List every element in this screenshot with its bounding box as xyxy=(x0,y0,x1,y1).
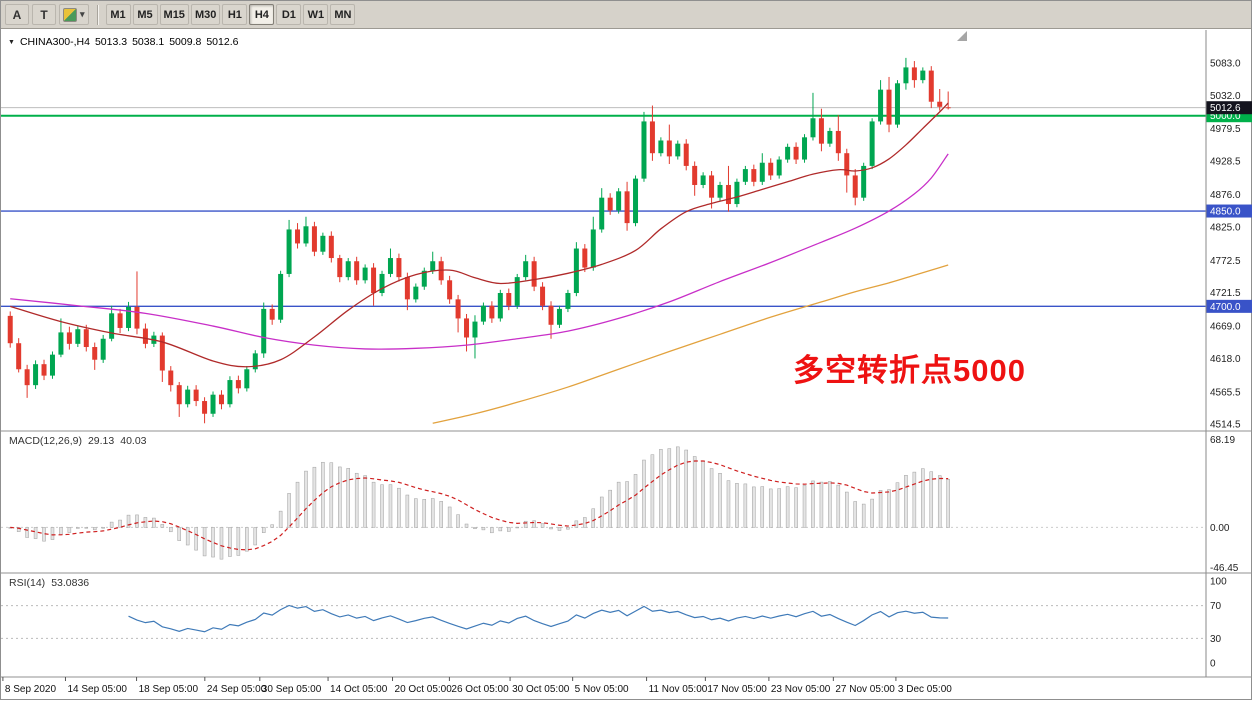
svg-text:4772.5: 4772.5 xyxy=(1210,256,1241,267)
ma-fast-line[interactable] xyxy=(10,103,948,367)
svg-text:70: 70 xyxy=(1210,601,1222,612)
svg-text:30: 30 xyxy=(1210,634,1222,645)
symbol-name: CHINA300-,H4 xyxy=(20,36,90,48)
timeframe-button-d1[interactable]: D1 xyxy=(276,4,301,25)
macd-panel-label: MACD(12,26,9) 29.13 40.03 xyxy=(9,435,147,447)
ohlc-close: 5012.6 xyxy=(206,36,238,48)
macd-signal-value: 40.03 xyxy=(120,435,146,447)
chevron-down-icon: ▾ xyxy=(80,9,85,20)
svg-text:4700.0: 4700.0 xyxy=(1210,302,1241,313)
price-tag-4850.0[interactable]: 4850.0 xyxy=(1207,205,1252,218)
macd-value: 29.13 xyxy=(88,435,114,447)
macd-name: MACD(12,26,9) xyxy=(9,435,82,447)
timeframe-button-m1[interactable]: M1 xyxy=(106,4,131,25)
svg-text:4721.5: 4721.5 xyxy=(1210,288,1241,299)
symbol-expand-icon: ▼ xyxy=(8,39,15,46)
arrow-tool-button[interactable]: A xyxy=(5,4,29,25)
svg-text:4669.0: 4669.0 xyxy=(1210,322,1241,333)
timeframe-button-m15[interactable]: M15 xyxy=(160,4,189,25)
macd-histogram xyxy=(9,447,950,559)
bid-price-tag: 5012.6 xyxy=(1207,101,1252,114)
chart-annotation-text[interactable]: 多空转折点5000 xyxy=(793,345,1026,390)
svg-text:11 Nov 05:00: 11 Nov 05:00 xyxy=(649,684,708,695)
paintbrush-icon xyxy=(63,8,77,22)
svg-text:0: 0 xyxy=(1210,659,1216,670)
svg-text:30 Sep 05:00: 30 Sep 05:00 xyxy=(262,684,322,695)
timeframe-button-w1[interactable]: W1 xyxy=(303,4,328,25)
macd-signal-line xyxy=(10,461,948,550)
svg-text:4514.5: 4514.5 xyxy=(1210,420,1241,431)
svg-text:4876.0: 4876.0 xyxy=(1210,190,1241,201)
svg-text:4979.5: 4979.5 xyxy=(1210,124,1241,135)
timeframe-button-m5[interactable]: M5 xyxy=(133,4,158,25)
svg-text:14 Oct 05:00: 14 Oct 05:00 xyxy=(330,684,388,695)
svg-text:18 Sep 05:00: 18 Sep 05:00 xyxy=(139,684,199,695)
macd-axis[interactable]: 68.19 0.00 -46.45 xyxy=(1210,435,1239,574)
drawing-style-button[interactable]: ▾ xyxy=(59,4,89,25)
svg-text:23 Nov 05:00: 23 Nov 05:00 xyxy=(771,684,831,695)
svg-text:68.19: 68.19 xyxy=(1210,435,1235,446)
svg-text:4850.0: 4850.0 xyxy=(1210,207,1241,218)
svg-text:14 Sep 05:00: 14 Sep 05:00 xyxy=(67,684,127,695)
svg-text:100: 100 xyxy=(1210,577,1227,588)
svg-text:-46.45: -46.45 xyxy=(1210,563,1239,574)
svg-text:4565.5: 4565.5 xyxy=(1210,387,1241,398)
svg-text:5032.0: 5032.0 xyxy=(1210,91,1241,102)
price-tag-4700.0[interactable]: 4700.0 xyxy=(1207,300,1252,313)
toolbar-separator xyxy=(97,5,98,25)
svg-text:4618.0: 4618.0 xyxy=(1210,354,1241,365)
timeframe-button-mn[interactable]: MN xyxy=(330,4,355,25)
text-tool-button[interactable]: T xyxy=(32,4,56,25)
svg-text:5012.6: 5012.6 xyxy=(1210,103,1241,114)
svg-text:4928.5: 4928.5 xyxy=(1210,157,1241,168)
svg-text:5 Nov 05:00: 5 Nov 05:00 xyxy=(575,684,629,695)
svg-text:17 Nov 05:00: 17 Nov 05:00 xyxy=(707,684,767,695)
rsi-panel-label: RSI(14) 53.0836 xyxy=(9,577,89,589)
scroll-corner-marker[interactable] xyxy=(957,31,967,41)
svg-text:8 Sep 2020: 8 Sep 2020 xyxy=(5,684,57,695)
svg-text:26 Oct 05:00: 26 Oct 05:00 xyxy=(451,684,509,695)
svg-text:27 Nov 05:00: 27 Nov 05:00 xyxy=(835,684,895,695)
svg-text:5083.0: 5083.0 xyxy=(1210,58,1241,69)
ohlc-low: 5009.8 xyxy=(169,36,201,48)
rsi-axis[interactable]: 100 70 30 0 xyxy=(1210,577,1227,670)
svg-text:20 Oct 05:00: 20 Oct 05:00 xyxy=(395,684,453,695)
rsi-name: RSI(14) xyxy=(9,577,45,589)
ohlc-high: 5038.1 xyxy=(132,36,164,48)
rsi-value: 53.0836 xyxy=(51,577,89,589)
svg-text:3 Dec 05:00: 3 Dec 05:00 xyxy=(898,684,952,695)
ohlc-open: 5013.3 xyxy=(95,36,127,48)
timeframe-button-h1[interactable]: H1 xyxy=(222,4,247,25)
rsi-line xyxy=(129,605,949,631)
symbol-ohlc-label: ▼ CHINA300-,H4 5013.3 5038.1 5009.8 5012… xyxy=(8,36,238,48)
time-axis[interactable]: 8 Sep 2020 14 Sep 05:00 18 Sep 05:00 24 Sep… xyxy=(3,677,952,695)
timeframe-button-h4[interactable]: H4 xyxy=(249,4,274,25)
svg-text:0.00: 0.00 xyxy=(1210,523,1230,534)
svg-text:4825.0: 4825.0 xyxy=(1210,222,1241,233)
svg-text:30 Oct 05:00: 30 Oct 05:00 xyxy=(512,684,570,695)
svg-text:24 Sep 05:00: 24 Sep 05:00 xyxy=(207,684,267,695)
ma-mid-line[interactable] xyxy=(10,154,948,349)
timeframe-button-m30[interactable]: M30 xyxy=(191,4,220,25)
